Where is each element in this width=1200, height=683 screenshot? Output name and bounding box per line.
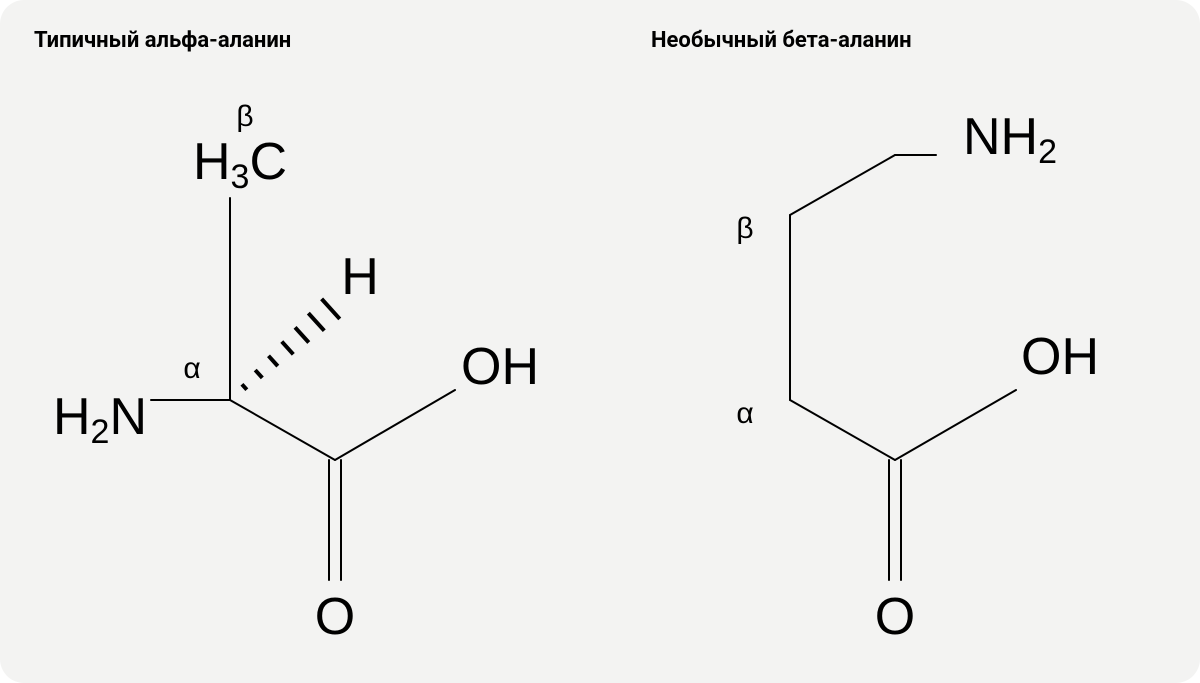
left-atom-h2n: H2N [53, 388, 147, 451]
chemistry-diagram: H3C H H2N OH Oα β NH2 OH Oα β [0, 0, 1200, 683]
right-atom-o: O [875, 588, 915, 646]
left-atom-o: O [315, 588, 355, 646]
left-atom-oh: OH [461, 338, 539, 396]
right-label-beta: β [736, 212, 753, 245]
left-atom-h3c: H3C [193, 133, 287, 196]
left-label-alpha: α [183, 352, 200, 385]
right-atom-oh: OH [1021, 328, 1099, 386]
left-label-beta: β [236, 100, 253, 133]
right-atom-nh2: NH2 [963, 108, 1057, 171]
right-label-alpha: α [736, 397, 753, 430]
left-atom-h: H [341, 248, 379, 306]
